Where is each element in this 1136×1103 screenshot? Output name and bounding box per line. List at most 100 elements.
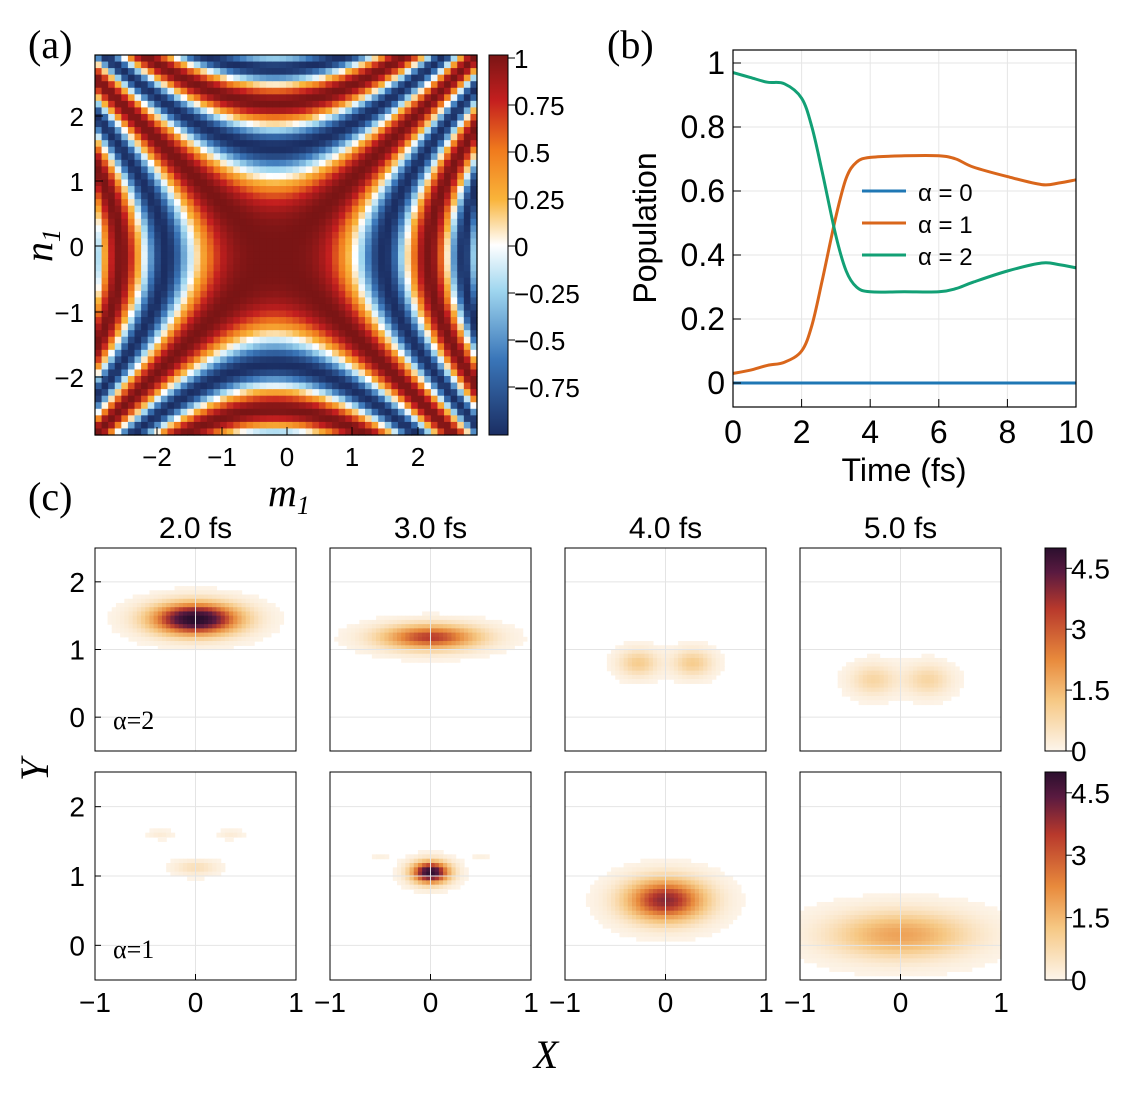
heatmap-cell (233, 290, 241, 299)
heatmap-cell (220, 238, 228, 246)
heatmap-cell (450, 127, 458, 135)
density-cell (229, 615, 234, 621)
heatmap-cell (345, 231, 353, 240)
heatmap-cell (424, 349, 432, 357)
density-cell (484, 632, 490, 638)
density-cell (141, 615, 146, 621)
density-cell (182, 594, 188, 600)
heatmap-cell (233, 166, 241, 174)
heatmap-cell (397, 205, 406, 213)
density-cell (648, 662, 654, 668)
density-cell (208, 871, 213, 877)
heatmap-cell (193, 146, 201, 154)
heatmap-cell (121, 376, 129, 384)
heatmap-cell (193, 231, 201, 240)
heatmap-cell (397, 264, 406, 272)
heatmap-cell (318, 61, 327, 69)
density-cell (405, 649, 411, 655)
heatmap-cell (450, 120, 458, 128)
density-cell (871, 683, 876, 689)
heatmap-cell (108, 349, 116, 357)
density-cell (862, 691, 868, 697)
density-cell (627, 641, 633, 646)
heatmap-cell (160, 74, 169, 82)
heatmap-cell (147, 395, 155, 403)
density-cell (472, 641, 478, 646)
heatmap-cell (457, 133, 465, 141)
heatmap-cell (332, 336, 340, 344)
heatmap-cell (266, 245, 274, 253)
heatmap-cell (430, 231, 439, 240)
heatmap-cell (174, 113, 182, 122)
density-cell (896, 670, 902, 676)
heatmap-cell (325, 81, 333, 89)
heatmap-cell (384, 330, 392, 338)
density-cell (166, 867, 171, 873)
heatmap-cell (457, 74, 465, 82)
heatmap-cell (463, 343, 472, 351)
density-cell (883, 666, 889, 672)
heatmap-cell (246, 362, 254, 371)
heatmap-cell (384, 362, 392, 371)
density-cell (178, 628, 184, 634)
density-cell (120, 611, 125, 617)
density-cell (678, 657, 683, 663)
density-cell (367, 628, 373, 634)
heatmap-cell (437, 100, 445, 109)
density-cell (438, 619, 444, 625)
heatmap-cell (305, 297, 313, 305)
density-cell (640, 649, 646, 655)
heatmap-cell (160, 172, 169, 181)
x-tick: 0 (280, 427, 294, 472)
heatmap-cell (160, 186, 169, 194)
heatmap-cell (391, 100, 399, 109)
heatmap-cell (371, 225, 379, 233)
heatmap-cell (154, 159, 162, 167)
heatmap-cell (127, 264, 136, 272)
heatmap-cell (417, 336, 425, 344)
heatmap-cell (325, 415, 333, 423)
density-cell (652, 674, 658, 680)
density-cell (904, 666, 910, 672)
heatmap-cell (332, 87, 340, 95)
heatmap-cell (391, 74, 399, 82)
density-cell (191, 871, 197, 877)
heatmap-cell (121, 258, 129, 266)
heatmap-cell (95, 330, 103, 338)
heatmap-cell (95, 389, 103, 397)
heatmap-cell (325, 343, 333, 351)
density-cell (929, 670, 935, 676)
heatmap-cell (437, 205, 445, 213)
heatmap-cell (127, 225, 136, 233)
heatmap-cell (193, 199, 201, 207)
heatmap-cell (101, 107, 109, 115)
heatmap-cell (193, 245, 201, 253)
heatmap-cell (220, 140, 228, 148)
density-cell (648, 657, 654, 663)
density-cell (669, 653, 675, 659)
heatmap-cell (397, 356, 406, 364)
heatmap-cell (384, 238, 392, 246)
heatmap-cell (463, 297, 472, 305)
density-cell (946, 679, 952, 684)
heatmap-cell (246, 212, 254, 220)
heatmap-cell (450, 310, 458, 318)
density-cell (203, 590, 209, 596)
density-cell (699, 649, 704, 655)
heatmap-cell (160, 428, 169, 436)
heatmap-cell (121, 290, 129, 299)
heatmap-cell (220, 231, 228, 240)
density-cell (942, 657, 948, 663)
heatmap-cell (127, 323, 136, 331)
density-cell (443, 649, 448, 655)
heatmap-cell (174, 140, 182, 148)
heatmap-cell (174, 159, 182, 167)
heatmap-cell (121, 172, 129, 181)
heatmap-cell (292, 231, 300, 240)
heatmap-cell (305, 192, 313, 200)
density-cell (241, 619, 247, 625)
heatmap-cell (312, 362, 320, 371)
heatmap-cell (397, 127, 406, 135)
heatmap-cell (206, 225, 215, 233)
heatmap-cell (253, 284, 261, 292)
